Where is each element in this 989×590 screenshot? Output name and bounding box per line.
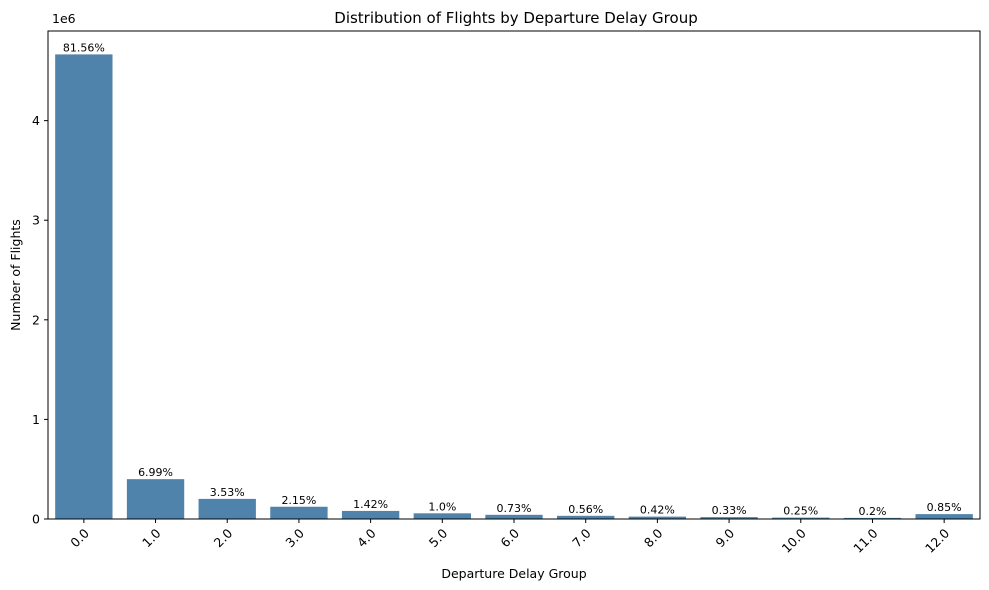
x-tick-label-11: 11.0 — [850, 525, 880, 555]
bar-7 — [557, 515, 615, 519]
x-tick-label-2: 2.0 — [211, 525, 236, 550]
y-axis-offset-label: 1e6 — [52, 11, 76, 26]
data-label-3: 2.15% — [281, 494, 316, 507]
data-label-11: 0.2% — [858, 505, 886, 518]
x-tick-label-4: 4.0 — [354, 525, 379, 550]
bar-4 — [341, 510, 400, 519]
bar-3 — [270, 506, 328, 519]
data-label-12: 0.85% — [927, 501, 962, 514]
data-label-5: 1.0% — [428, 500, 456, 513]
bar-2 — [198, 498, 256, 519]
bar-1 — [126, 479, 185, 519]
bar-9 — [700, 517, 758, 519]
x-tick-label-5: 5.0 — [426, 525, 451, 550]
y-ticks-layer: 0 1 2 3 4 — [32, 113, 48, 527]
data-label-10: 0.25% — [783, 505, 818, 518]
x-tick-label-7: 7.0 — [569, 525, 594, 550]
bar-5 — [413, 513, 471, 519]
x-ticks-layer: 0.0 1.0 2.0 3.0 4.0 5.0 6.0 7.0 8.0 9.0 10.0 11.0 12… — [67, 519, 952, 556]
data-label-1: 6.99% — [138, 466, 173, 479]
y-axis-label: Number of Flights — [8, 219, 23, 331]
data-label-6: 0.73% — [497, 502, 532, 515]
bar-6 — [485, 514, 543, 519]
data-label-8: 0.42% — [640, 504, 675, 517]
y-tick-label-0: 0 — [32, 512, 40, 527]
x-tick-label-1: 1.0 — [139, 525, 164, 550]
bar-0 — [55, 54, 113, 520]
x-tick-label-12: 12.0 — [922, 525, 952, 555]
y-tick-label-3: 3 — [32, 213, 40, 228]
data-label-9: 0.33% — [712, 504, 747, 517]
y-tick-label-2: 2 — [32, 312, 40, 327]
bar-11 — [843, 517, 902, 519]
plot-area-frame — [47, 30, 981, 520]
x-tick-label-3: 3.0 — [282, 525, 307, 550]
x-tick-label-6: 6.0 — [497, 525, 522, 550]
y-tick-label-1: 1 — [32, 412, 40, 427]
x-tick-label-10: 10.0 — [779, 525, 809, 555]
bar-8 — [628, 516, 687, 519]
data-label-2: 3.53% — [210, 486, 245, 499]
chart-title: Distribution of Flights by Departure Del… — [334, 9, 697, 27]
data-label-0: 81.56% — [63, 41, 105, 54]
x-tick-label-8: 8.0 — [641, 525, 666, 550]
data-label-7: 0.56% — [568, 503, 603, 516]
x-tick-label-9: 9.0 — [713, 525, 738, 550]
bars-layer: 81.56% 6.99% 3.53% 2.15% 1.42% 1.0% 0.73% 0.56%… — [55, 41, 973, 520]
bar-10 — [772, 517, 830, 519]
x-axis-label: Departure Delay Group — [441, 566, 586, 581]
y-tick-label-4: 4 — [32, 113, 40, 128]
bar-12 — [915, 514, 973, 519]
x-tick-label-0: 0.0 — [67, 525, 92, 550]
data-label-4: 1.42% — [353, 498, 388, 511]
